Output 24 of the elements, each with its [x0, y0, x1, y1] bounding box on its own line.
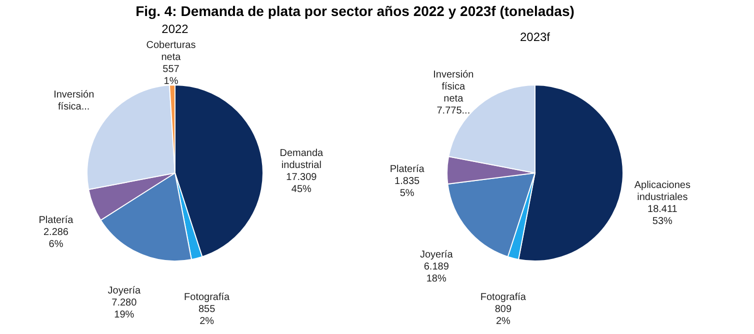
chart-subtitle: 2022 — [162, 22, 189, 36]
data-label: 7.280 19% — [112, 297, 138, 320]
slice-label: Joyería — [108, 285, 141, 296]
data-label: 855 2% — [198, 304, 216, 327]
slice-label: Platería — [38, 215, 74, 226]
data-label: 2.286 6% — [43, 227, 69, 250]
slice-label: Aplicaciones industriales — [634, 180, 691, 204]
slice-label: Demanda industrial — [280, 148, 324, 171]
slice-label: Inversión física neta — [433, 69, 474, 104]
data-label: 1.835 5% — [394, 176, 420, 199]
slice-label: Inversión física... — [54, 90, 94, 113]
slice-label: Fotografía — [184, 292, 230, 303]
data-label: 557 1% — [162, 64, 180, 88]
chart-subtitle: 2023f — [520, 30, 551, 44]
slice-label: Platería — [390, 164, 425, 175]
slice-label: Joyería — [420, 250, 454, 261]
data-label: 809 2% — [494, 304, 512, 327]
text: Fig. 4: Demanda de plata por sector años 2022 y 2023f (toneladas) — [136, 3, 574, 20]
data-label: 6.189 18% — [424, 262, 450, 285]
slice-label: Fotografía — [480, 292, 526, 303]
data-label: 17.309 45% — [286, 172, 318, 195]
data-label: 18.411 53% — [648, 204, 678, 228]
data-label: 7.775... — [436, 105, 470, 116]
slice-label: Coberturas neta — [146, 40, 196, 64]
